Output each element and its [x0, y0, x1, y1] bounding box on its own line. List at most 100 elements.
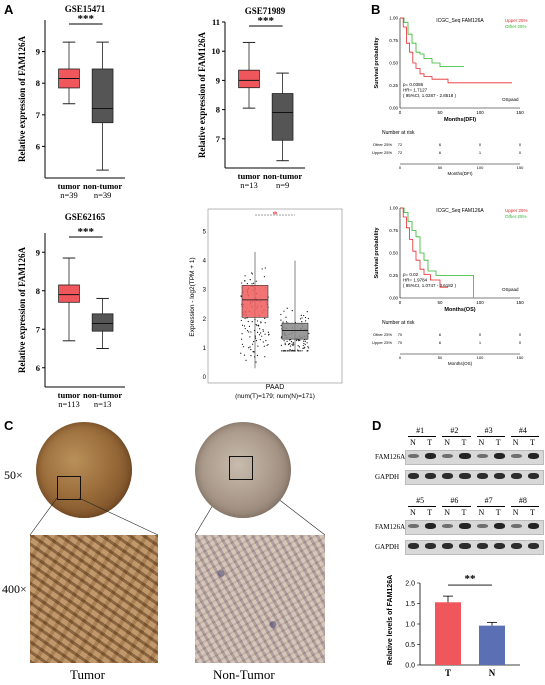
ihc-tumor-label: Tumor [70, 667, 105, 682]
data-point [303, 314, 305, 317]
data-point [252, 351, 254, 353]
km-stat: p= 0.02 [403, 272, 419, 277]
data-point [304, 316, 307, 319]
data-point [291, 310, 293, 312]
km-curve-upper [400, 17, 512, 84]
x-axis-label: Months(OS) [444, 307, 475, 313]
risk-row-label: Other 25% [373, 332, 393, 337]
y-tick-label: 2.0 [405, 581, 415, 588]
risk-value: 70 [398, 340, 403, 345]
risk-value: 0 [519, 340, 522, 345]
data-point [266, 344, 268, 347]
risk-x-tick: 100 [477, 355, 484, 360]
risk-value: 0 [519, 142, 522, 147]
blot-band [459, 453, 471, 459]
lane-label-t: T [427, 438, 433, 447]
data-point [285, 316, 287, 318]
data-point [263, 345, 265, 347]
blot-row-label: FAM126A [375, 523, 406, 531]
data-point [265, 339, 267, 342]
data-point [241, 343, 244, 345]
x-tick-label: T [445, 668, 451, 678]
group-n-label: n=13 [240, 180, 258, 190]
blot-band [493, 453, 505, 459]
data-point [298, 350, 300, 352]
data-point [246, 283, 248, 285]
ihc-tumor-tma-core [36, 422, 132, 518]
blot-band [459, 473, 471, 479]
km-stat: ( 95%CI, 1.0747 - 3.6182 ) [403, 283, 457, 288]
y-axis-label: Survival probability [374, 227, 380, 279]
data-point [285, 321, 288, 323]
y-tick-label: 9 [216, 75, 220, 85]
km-tag: OSpaad [502, 287, 519, 292]
mag-50x-label: 50× [4, 468, 23, 482]
data-point [304, 346, 306, 348]
risk-value: 6 [439, 340, 442, 345]
sample-label: #3 [484, 426, 493, 435]
ihc-nontumor-tma-core [195, 422, 291, 518]
data-point [299, 339, 301, 341]
data-point [289, 350, 291, 352]
sample-bracket [408, 436, 437, 437]
box-non-tumor [91, 68, 114, 124]
lane-label-n: N [512, 508, 519, 517]
y-tick-label: 0.0 [405, 663, 415, 670]
risk-x-tick: 100 [477, 165, 484, 170]
data-point [255, 337, 257, 339]
sample-bracket [408, 506, 437, 507]
y-tick-label: 1.0 [405, 622, 415, 629]
data-point [257, 324, 260, 326]
risk-value: 72 [398, 150, 403, 155]
x-tick-label: 0 [399, 110, 402, 115]
data-point [290, 341, 293, 343]
blot-band [527, 473, 539, 479]
data-point [280, 350, 283, 352]
y-tick-label: 0.25 [389, 83, 398, 88]
data-point [292, 342, 295, 344]
km-legend-item: Upper 25% [505, 18, 528, 23]
data-point [261, 268, 263, 270]
risk-x-tick: 0 [399, 355, 402, 360]
km-stat: HR= 1.7127 [403, 88, 428, 93]
box-non-tumor [271, 93, 294, 141]
y-tick-label: 8 [36, 78, 40, 88]
blot-row-label: GAPDH [375, 543, 400, 551]
km-title: ICGC_Seq FAM126A [436, 18, 484, 24]
blot-band [527, 453, 539, 459]
data-point [291, 343, 293, 346]
data-point [287, 343, 290, 346]
data-point [304, 340, 306, 342]
data-point [301, 350, 303, 352]
blot-band [493, 523, 505, 529]
risk-value: 1 [479, 150, 482, 155]
data-point [261, 335, 263, 337]
group-n-label: n=39 [94, 190, 112, 200]
data-point [285, 350, 287, 352]
km-plot-dfi: ICGC_Seq FAM126A Upper 25%Other 25%Surviv… [372, 16, 528, 177]
blot-band [425, 523, 437, 529]
data-point [251, 343, 254, 345]
y-axis-label: Expression - log2(TPM + 1) [189, 257, 196, 336]
panel-letter-d: D [372, 418, 382, 433]
blot-band [510, 543, 522, 549]
blot-band [527, 523, 539, 529]
group-n-label: n=13 [94, 399, 112, 409]
x-tick-label: tumor [238, 171, 261, 181]
sample-label: #1 [416, 426, 425, 435]
data-point [283, 350, 285, 352]
km-stat: p= 0.0386 [403, 82, 424, 87]
ihc-panel: 50× 400× Tumor Non-Tumor [0, 420, 365, 685]
sample-bracket [442, 506, 471, 507]
data-point [289, 342, 291, 345]
y-tick-label: 9 [36, 247, 40, 257]
risk-row-label: Upper 25% [372, 340, 392, 345]
blot-strip-gapdh [405, 540, 544, 555]
x-tick-label: 150 [516, 110, 524, 115]
data-point [262, 329, 264, 331]
ihc-tumor-400x-image [30, 535, 158, 663]
data-point [267, 343, 269, 346]
data-point [251, 273, 254, 275]
data-point [280, 319, 282, 321]
sample-label: #4 [518, 426, 527, 435]
